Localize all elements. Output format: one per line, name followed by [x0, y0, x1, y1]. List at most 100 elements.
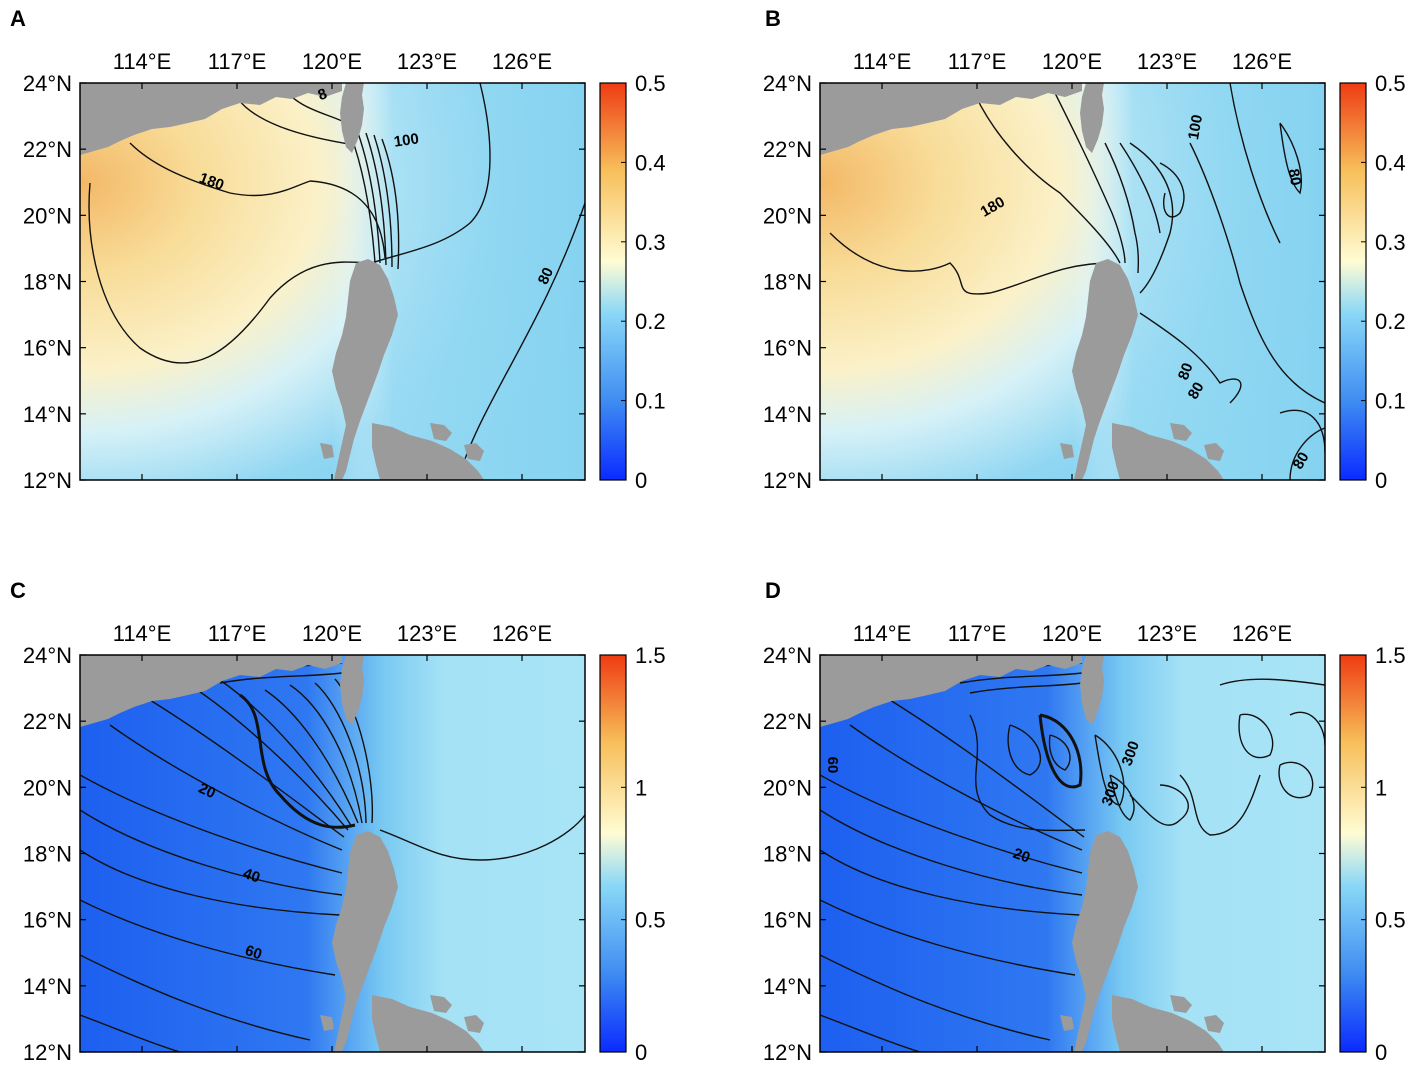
contour-line: [309, 180, 386, 259]
contour-line: [1278, 761, 1314, 799]
contour-line: [829, 232, 1111, 295]
contour-label: 80: [1185, 379, 1208, 402]
x-tick-label: 117°E: [948, 621, 1007, 646]
panel-letter: A: [10, 6, 26, 31]
y-tick-label: 18°N: [763, 270, 812, 295]
panel-letter: D: [765, 578, 781, 603]
contour-line: [1139, 312, 1242, 404]
contour-line: [1038, 713, 1083, 789]
y-tick-label: 20°N: [763, 775, 812, 800]
contour-line: [149, 699, 345, 838]
contour-line: [1238, 713, 1274, 759]
contour-line: [1094, 734, 1125, 806]
contour-line: [314, 682, 367, 824]
x-tick-label: 120°E: [302, 621, 362, 646]
contour-line: [373, 134, 393, 268]
x-tick-label: 126°E: [492, 49, 552, 74]
colorbar: 0.5 0.4 0.3 0.2 0.1 0: [599, 71, 666, 493]
contour-line: [820, 899, 1076, 976]
y-tick-label: 16°N: [23, 908, 72, 933]
contour-line: [1229, 83, 1281, 244]
contour-label: 60: [243, 942, 264, 963]
x-tick-label: 114°E: [853, 621, 912, 646]
contour-line: [889, 699, 1085, 838]
colorbar-tick-label: 1.5: [635, 643, 666, 668]
contour-line: [1289, 427, 1325, 480]
contour-line: [109, 724, 343, 851]
contour-line: [357, 132, 381, 264]
contour-line: [239, 693, 356, 829]
x-tick-label: 123°E: [397, 49, 457, 74]
y-tick-label: 20°N: [763, 203, 812, 228]
contour-line: [80, 809, 343, 896]
field-shading: [820, 655, 1325, 1052]
x-tick-label: 114°E: [113, 49, 172, 74]
contour-lines: [88, 83, 585, 480]
y-tick-label: 14°N: [763, 974, 812, 999]
contour-label: 100: [1185, 113, 1206, 141]
field-shading: [80, 655, 585, 1052]
contour-line: [371, 83, 491, 264]
contour-label: 100: [393, 130, 420, 150]
colorbar-tick-label: 0.5: [1375, 908, 1406, 933]
contour-line: [1129, 142, 1174, 294]
x-tick-label: 120°E: [1042, 621, 1102, 646]
x-tick-label: 114°E: [113, 621, 172, 646]
y-tick-label: 18°N: [763, 842, 812, 867]
colorbar-tick-label: 0: [635, 1040, 647, 1065]
y-tick-label: 12°N: [23, 468, 72, 493]
y-tick-label: 14°N: [763, 402, 812, 427]
contour-line: [80, 1014, 181, 1052]
contour-line: [80, 849, 341, 916]
contour-line: [849, 724, 1083, 851]
contour-line: [1104, 142, 1140, 274]
contour-lines: [829, 83, 1325, 480]
y-tick-label: 24°N: [23, 643, 72, 668]
contour-labels: 20 40 60: [196, 780, 264, 964]
x-tick-label: 114°E: [853, 49, 912, 74]
panel-letter: B: [765, 6, 781, 31]
contour-label: 80: [535, 265, 557, 287]
contour-label: 20: [196, 780, 218, 802]
contour-line: [1179, 774, 1261, 836]
colorbar-tick-label: 0.2: [635, 309, 666, 334]
y-tick-label: 18°N: [23, 842, 72, 867]
contour-line: [80, 899, 336, 976]
contour-line: [381, 138, 400, 270]
contour-line: [820, 809, 1083, 896]
contour-lines: [80, 662, 585, 1052]
colorbar-tick-label: 0.2: [1375, 309, 1406, 334]
panel-letter: C: [10, 578, 26, 603]
contour-line: [1159, 162, 1185, 218]
y-tick-label: 18°N: [23, 270, 72, 295]
y-tick-label: 16°N: [763, 336, 812, 361]
contour-line: [820, 774, 1083, 874]
y-tick-label: 12°N: [763, 468, 812, 493]
colorbar: 1.5 1 0.5 0: [599, 643, 666, 1065]
y-tick-label: 14°N: [23, 974, 72, 999]
y-tick-label: 24°N: [23, 71, 72, 96]
contour-label: 60: [824, 757, 841, 774]
colorbar-tick-label: 0.3: [635, 230, 666, 255]
y-tick-label: 14°N: [23, 402, 72, 427]
colorbar-tick-label: 0.1: [635, 389, 666, 414]
contour-line: [1109, 774, 1135, 821]
colorbar-tick-label: 0.4: [1375, 150, 1406, 175]
contour-label: 20: [1011, 845, 1032, 867]
contour-label: 80: [1285, 168, 1305, 187]
contour-line: [1049, 83, 1126, 264]
y-tick-label: 20°N: [23, 203, 72, 228]
contour-line: [969, 714, 1086, 832]
colorbar: 1.5 1 0.5 0: [1339, 643, 1406, 1065]
contour-line: [820, 1014, 921, 1052]
colorbar-tick-label: 0.3: [1375, 230, 1406, 255]
contour-line: [1048, 734, 1071, 771]
contour-line: [189, 684, 349, 831]
x-tick-label: 123°E: [1137, 49, 1197, 74]
y-tick-label: 24°N: [763, 71, 812, 96]
map-panel-c: C 20 40 60 114°E 117°E 120°E 123°E 126°E 24°N 22°N…: [10, 578, 666, 1065]
colorbar-tick-label: 0.1: [1375, 389, 1406, 414]
